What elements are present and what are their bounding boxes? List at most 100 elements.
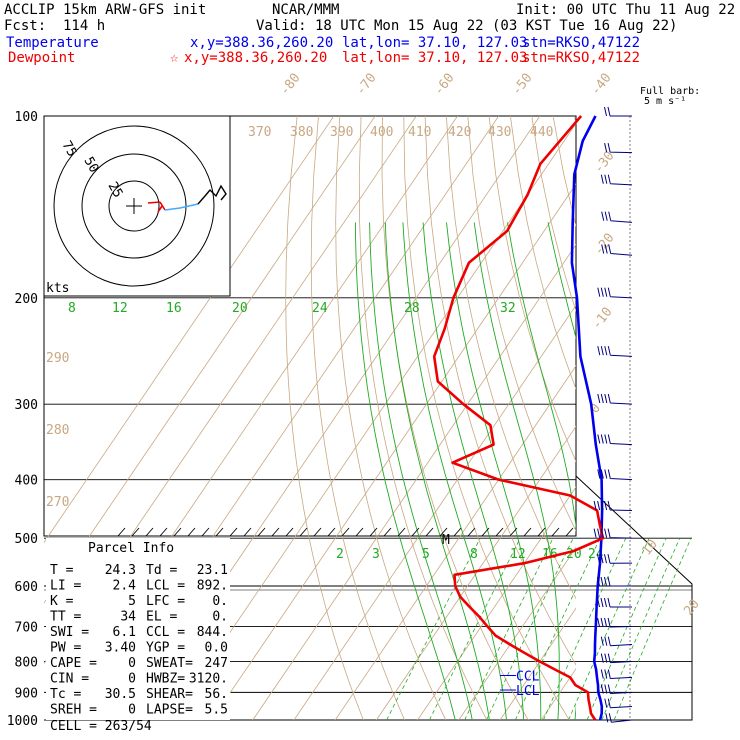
level-marker-label: LCL (516, 684, 540, 699)
theta-label: 440 (530, 125, 553, 140)
theta-label: 380 (290, 125, 313, 140)
parcel-row-left-label: TT = (50, 610, 81, 625)
moist-adiabat (354, 222, 456, 720)
mixing-ratio-line (613, 538, 692, 721)
mixing-ratio-label: 12 (112, 301, 128, 316)
parcel-row-right-label: LFC = (146, 594, 185, 609)
isotherm (540, 668, 576, 720)
mixing-ratio-line (386, 538, 481, 721)
parcel-row-right-label: LCL = (146, 579, 185, 594)
isotherm (334, 365, 576, 720)
frz-hatch (341, 527, 350, 537)
parcel-row-right-value: 3120. (189, 672, 228, 687)
frz-hatch (243, 527, 252, 537)
dry-adiabat (446, 116, 576, 600)
moist-adiabat (402, 222, 507, 720)
isotherm-label: -10 (589, 305, 615, 333)
moist-adiabat (422, 222, 525, 720)
wind-barb (597, 287, 633, 299)
mixing-ratio-label: 24 (312, 301, 328, 316)
frz-hatch (159, 527, 168, 537)
mixing-ratio-label: 8 (68, 301, 76, 316)
isotherm-label: -30 (591, 149, 617, 177)
parcel-row-right-value: 0. (212, 594, 228, 609)
dry-adiabat (403, 116, 570, 720)
frz-hatch (565, 527, 574, 537)
dry-adiabat (574, 116, 576, 126)
parcel-row-right-value: 0. (212, 610, 228, 625)
moist-adiabat (369, 222, 473, 720)
hodograph-ring (53, 125, 215, 287)
parcel-row-left-value: 0 (128, 703, 136, 718)
frz-hatch (187, 527, 196, 537)
isotherm-label: -50 (509, 71, 535, 99)
pressure-tick-label: 300 (15, 398, 38, 413)
parcel-row-right-label: HWBZ= (146, 672, 185, 687)
mixing-ratio-low-label: 2 (336, 547, 344, 562)
parcel-row-right-label: YGP = (146, 641, 185, 656)
mixing-ratio-label: 16 (166, 301, 182, 316)
mixing-ratio-low-label: 8 (470, 547, 478, 562)
frz-hatch (425, 527, 434, 537)
hodograph-units: kts (46, 281, 69, 296)
isotherm-label: -20 (591, 231, 617, 259)
wind-barb (597, 576, 633, 587)
parcel-cell: CELL = 263/54 (50, 719, 152, 734)
frz-hatch (117, 527, 126, 537)
parcel-row-right-value: 247 (205, 656, 228, 671)
pressure-tick-label: 700 (15, 620, 38, 635)
dry-adiabat (596, 116, 740, 733)
mixing-ratio-low-label: 12 (510, 547, 526, 562)
parcel-row-left-label: LI = (50, 579, 81, 594)
isotherm-label: 10 (639, 537, 660, 559)
isotherm-label: -60 (431, 71, 457, 99)
frz-hatch (523, 527, 532, 537)
moist-adiabat (446, 222, 542, 720)
isotherm (656, 116, 740, 733)
frz-hatch (481, 527, 490, 537)
theta-label: 420 (448, 125, 471, 140)
isotherm (499, 607, 576, 720)
dewpoint-legend-label: Dewpoint (8, 50, 76, 66)
theta-label: 280 (46, 423, 69, 438)
pressure-tick-label: 600 (15, 580, 38, 595)
hodograph-trace-low (147, 201, 166, 213)
hodograph-ring-label: 75 (59, 139, 80, 160)
barb-key-line2: 5 m s⁻¹ (644, 96, 687, 107)
parcel-row-left-label: T = (50, 563, 74, 578)
wind-barb (600, 636, 633, 647)
parcel-info-box (46, 538, 230, 720)
wind-barb (597, 617, 633, 628)
parcel-info-title: Parcel Info (88, 541, 174, 556)
theta-label: 370 (248, 125, 271, 140)
frz-hatch (173, 527, 182, 537)
level-marker-label: M (442, 533, 450, 548)
parcel-row-right-label: EL = (146, 610, 177, 625)
model-title: ACCLIP 15km ARW-GFS init (4, 2, 207, 18)
dry-adiabat (681, 116, 740, 733)
wind-barb (600, 174, 633, 186)
frz-hatch (131, 527, 140, 537)
dry-adiabat (335, 116, 447, 720)
parcel-row-left-label: PW = (50, 641, 81, 656)
dewpoint-legend-latlon: lat,lon= 37.10, 127.03 (342, 50, 528, 66)
mixing-ratio-label: 32 (500, 301, 516, 316)
parcel-row-left-value: 0 (128, 672, 136, 687)
isotherm-label: -70 (353, 71, 379, 99)
frz-hatch (215, 527, 224, 537)
theta-label: 430 (488, 125, 511, 140)
isotherm (574, 116, 740, 733)
pressure-tick-label: 200 (15, 292, 38, 307)
mixing-ratio-line (568, 538, 650, 721)
mixing-ratio-line (601, 538, 681, 721)
temperature-legend-stn: stn=RKSO,47122 (522, 35, 641, 51)
isotherm-label: -80 (277, 71, 303, 99)
wind-barb (605, 713, 633, 723)
dry-adiabat (724, 116, 740, 733)
parcel-row-right-value: 23.1 (197, 563, 228, 578)
mixing-ratio-label: 20 (232, 301, 248, 316)
parcel-row-left-label: Tc = (50, 687, 81, 702)
moist-adiabat (473, 222, 560, 720)
temperature-legend-latlon: lat,lon= 37.10, 127.03 (342, 35, 528, 51)
